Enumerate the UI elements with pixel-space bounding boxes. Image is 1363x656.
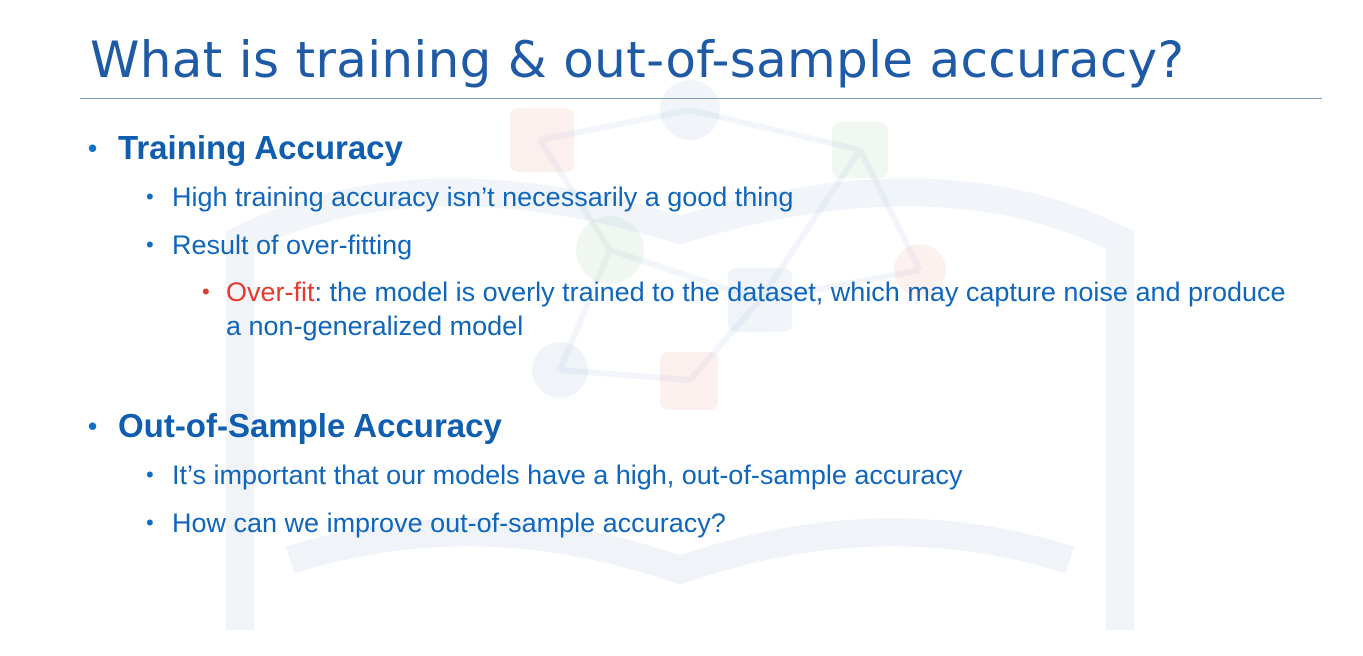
list-item-text: High training accuracy isn’t necessarily… xyxy=(172,182,794,212)
bullet-icon: • xyxy=(146,184,154,209)
bullet-icon: • xyxy=(88,411,98,441)
slide-title: What is training & out-of-sample accurac… xyxy=(90,31,1185,89)
heading-text: Training Accuracy xyxy=(118,129,403,166)
definition-body: : the model is overly trained to the dat… xyxy=(226,277,1286,341)
list-item-text: It’s important that our models have a hi… xyxy=(172,460,963,490)
list-item: • Result of over-fitting xyxy=(146,228,412,262)
list-item-text: Result of over-fitting xyxy=(172,230,413,260)
section-heading: • Training Accuracy xyxy=(88,128,403,168)
list-item: • It’s important that our models have a … xyxy=(146,458,962,492)
bullet-icon: • xyxy=(88,133,98,163)
title-divider xyxy=(80,98,1322,99)
definition-text: Over-fit: the model is overly trained to… xyxy=(226,275,1286,343)
section-heading: • Out-of-Sample Accuracy xyxy=(88,406,502,446)
term-highlight: Over-fit xyxy=(226,277,315,307)
bullet-icon: • xyxy=(202,279,210,304)
list-item: • High training accuracy isn’t necessari… xyxy=(146,180,793,214)
list-item: • How can we improve out-of-sample accur… xyxy=(146,506,726,540)
heading-text: Out-of-Sample Accuracy xyxy=(118,407,502,444)
bullet-icon: • xyxy=(146,232,154,257)
sub-list-item: • Over-fit: the model is overly trained … xyxy=(202,275,1286,343)
bullet-icon: • xyxy=(146,462,154,487)
list-item-text: How can we improve out-of-sample accurac… xyxy=(172,508,726,538)
bullet-icon: • xyxy=(146,510,154,535)
